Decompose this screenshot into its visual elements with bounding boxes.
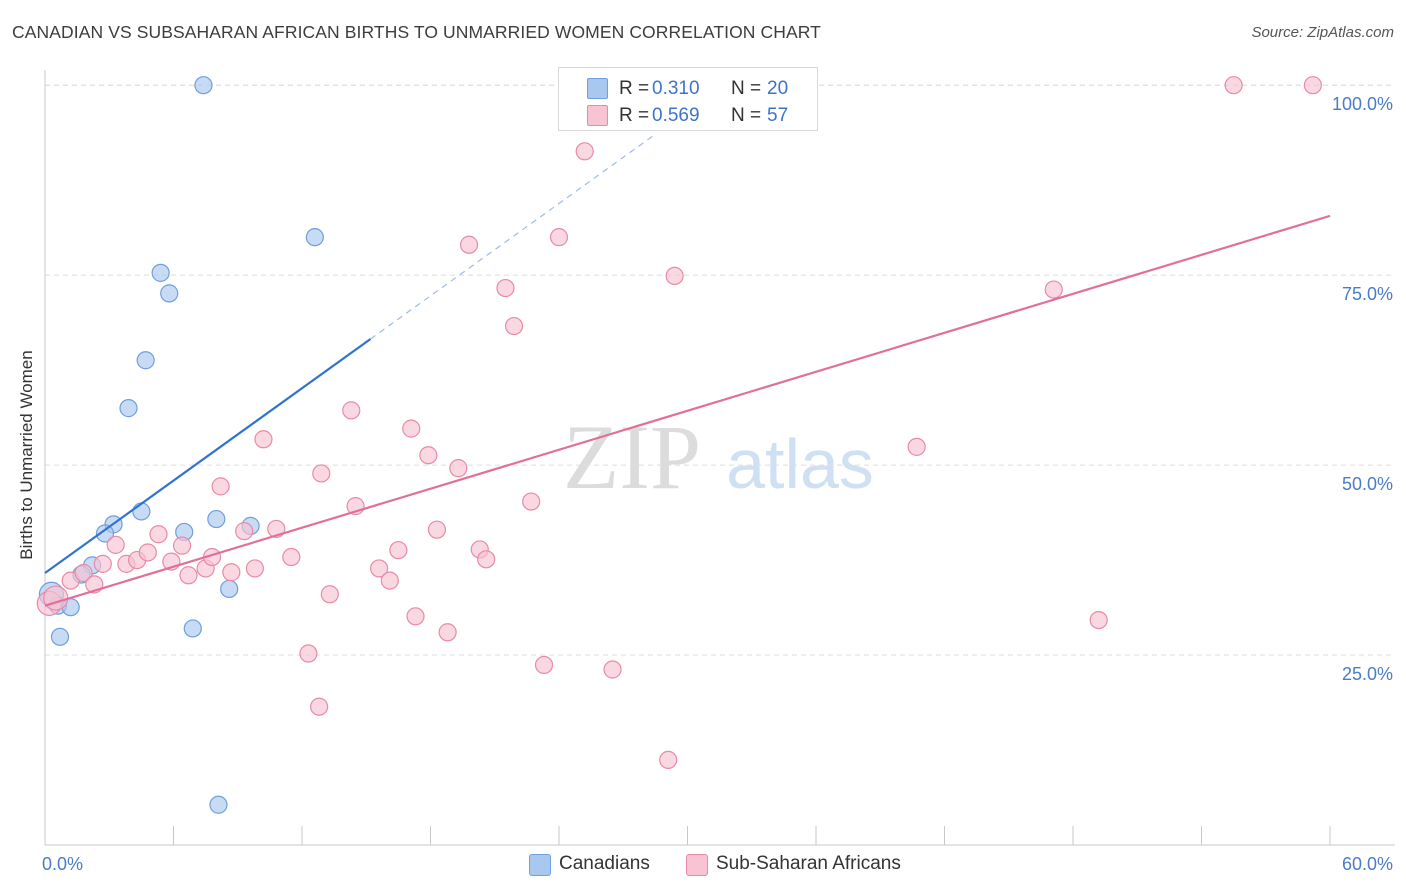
subsaharan-point	[575, 142, 594, 161]
subsaharan-point	[406, 607, 425, 626]
series-legend-label: Canadians	[559, 853, 650, 874]
canadians-point	[183, 619, 202, 638]
canadians-point	[136, 351, 155, 370]
subsaharan-point	[1224, 76, 1243, 95]
subsaharan-point	[419, 446, 438, 465]
legend-n-value: 57	[767, 105, 789, 126]
subsaharan-point	[665, 266, 684, 286]
canadians-point	[151, 263, 170, 282]
x-tick-label-max: 60.0%	[1342, 854, 1393, 874]
x-tick-label-min: 0.0%	[42, 854, 83, 874]
subsaharan-point	[659, 750, 678, 770]
subsaharan-point	[312, 464, 331, 483]
legend-r-value: 0.310	[652, 78, 700, 99]
legend-n-label: N =	[731, 105, 762, 126]
watermark-atlas: atlas	[726, 425, 874, 503]
canadians-trend-line	[44, 338, 372, 574]
subsaharan-point	[149, 525, 168, 544]
canadians-point	[194, 76, 213, 95]
legend-swatch-subsaharan	[587, 105, 608, 126]
legend-swatch-canadians	[587, 78, 608, 99]
y-tick-label: 50.0%	[1342, 474, 1393, 494]
series-swatch-canadians	[529, 854, 551, 876]
subsaharan-point	[43, 585, 69, 611]
subsaharan-point	[245, 559, 264, 578]
subsaharan-point	[459, 235, 479, 254]
subsaharan-point	[254, 430, 273, 449]
subsaharan-point	[342, 401, 361, 420]
subsaharan-point	[402, 419, 421, 438]
subsaharan-point	[211, 477, 230, 496]
series-legend-label: Sub-Saharan Africans	[716, 853, 901, 874]
canadians-point	[132, 502, 151, 521]
subsaharan-point	[235, 522, 254, 541]
subsaharan-point	[504, 316, 524, 336]
legend-n-label: N =	[731, 78, 762, 99]
subsaharan-point	[603, 660, 622, 679]
canadians-point	[160, 284, 179, 303]
canadians-point	[305, 228, 324, 247]
chart-title: CANADIAN VS SUBSAHARAN AFRICAN BIRTHS TO…	[12, 22, 821, 42]
subsaharan-point	[179, 566, 198, 585]
watermark-zip: ZIP	[563, 406, 701, 508]
subsaharan-point	[380, 571, 399, 590]
subsaharan-point	[310, 697, 329, 716]
subsaharan-point	[370, 559, 389, 578]
subsaharan-point	[222, 563, 241, 582]
y-tick-label: 25.0%	[1342, 664, 1393, 684]
subsaharan-point	[320, 585, 339, 604]
subsaharan-point	[522, 492, 541, 511]
legend-row-subsaharan: R = 0.569 N = 57	[559, 101, 817, 129]
subsaharan-point	[282, 547, 301, 567]
series-swatch-subsaharan	[686, 854, 708, 876]
subsaharan-point	[74, 563, 93, 583]
canadians-point	[209, 795, 228, 814]
y-tick-label: 75.0%	[1342, 284, 1393, 304]
subsaharan-point	[106, 535, 125, 554]
subsaharan-point	[907, 437, 926, 456]
subsaharan-point	[1044, 280, 1063, 299]
subsaharan-point	[389, 541, 408, 560]
legend-r-value: 0.569	[652, 105, 700, 126]
subsaharan-trend-line	[44, 214, 1331, 607]
subsaharan-point	[93, 554, 112, 573]
canadians-point	[220, 579, 239, 599]
subsaharan-point	[172, 536, 192, 555]
canadians-point	[207, 509, 226, 529]
legend-r-label: R =	[619, 105, 650, 126]
subsaharan-point	[496, 278, 515, 298]
subsaharan-point	[534, 655, 554, 675]
legend-row-canadians: R = 0.310 N = 20	[559, 74, 817, 102]
source-credit: Source: ZipAtlas.com	[1251, 24, 1394, 41]
canadians-trend-extension	[370, 135, 654, 340]
subsaharan-point	[1089, 610, 1108, 630]
subsaharan-point	[438, 623, 457, 642]
correlation-legend: R = 0.310 N = 20 R = 0.569 N = 57	[558, 67, 818, 131]
subsaharan-point	[427, 520, 447, 539]
canadians-point	[119, 399, 138, 418]
canadians-point	[95, 524, 115, 543]
subsaharan-point	[1303, 76, 1322, 95]
canadians-point	[50, 627, 70, 646]
subsaharan-point	[449, 459, 468, 478]
subsaharan-point	[299, 644, 318, 663]
subsaharan-point	[477, 550, 496, 569]
subsaharan-point	[138, 543, 157, 562]
y-tick-label: 100.0%	[1332, 94, 1393, 114]
legend-n-value: 20	[767, 78, 789, 99]
subsaharan-point	[549, 228, 569, 247]
legend-r-label: R =	[619, 78, 650, 99]
